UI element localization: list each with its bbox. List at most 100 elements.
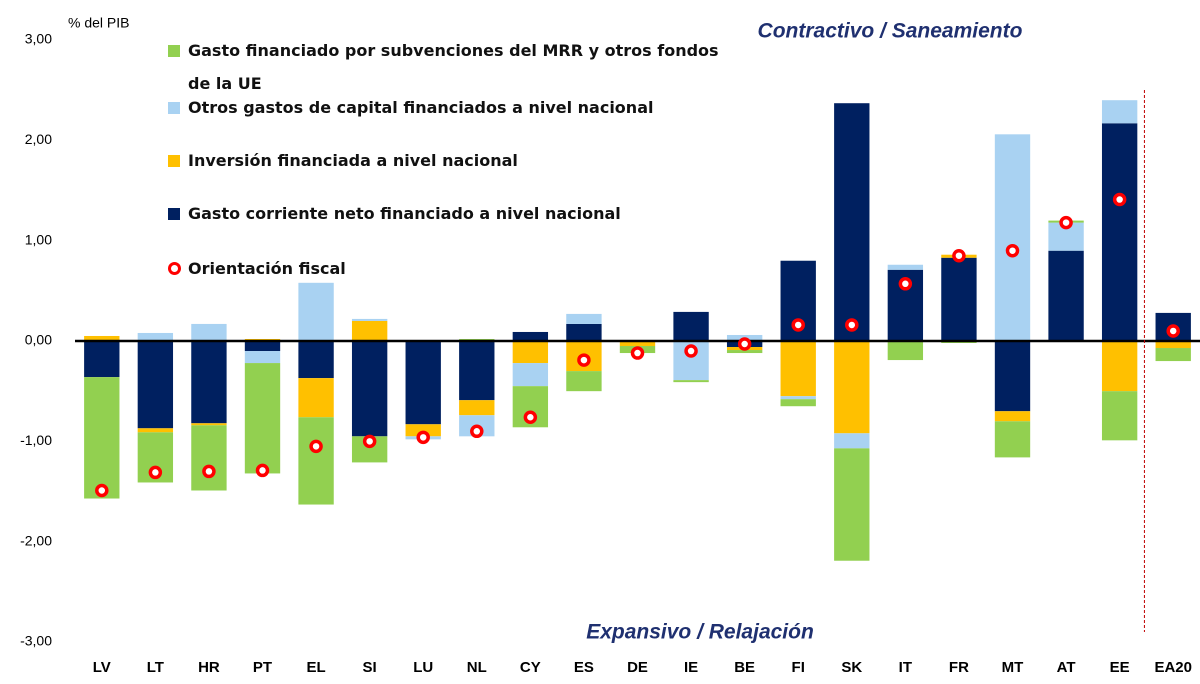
- annotation: Expansivo / Relajación: [586, 621, 814, 644]
- point: [898, 277, 913, 291]
- y-tick-label: -2,00: [20, 532, 52, 548]
- x-tick-label: HR: [198, 659, 220, 676]
- bar-segment: [1155, 348, 1191, 362]
- x-tick-label: AT: [1057, 659, 1076, 676]
- bar-segment: [887, 341, 924, 361]
- legend-label: Orientación fiscal: [188, 259, 346, 278]
- point: [470, 424, 484, 439]
- bar-segment: [780, 341, 816, 397]
- legend-label: Gasto corriente neto financiado a nivel …: [188, 204, 621, 223]
- y-tick-label: 3,00: [25, 31, 52, 47]
- legend-marker: [168, 208, 180, 220]
- point: [362, 434, 377, 449]
- y-tick-label: 2,00: [25, 131, 52, 147]
- bar-segment: [244, 341, 281, 352]
- y-tick-label: 0,00: [25, 332, 52, 348]
- bar-segment: [1048, 250, 1084, 341]
- bar-segment: [459, 341, 495, 401]
- point: [630, 346, 645, 360]
- bar-segment: [298, 282, 334, 341]
- x-tick-label: LT: [147, 659, 164, 676]
- x-tick-label: SK: [841, 659, 862, 676]
- point: [1166, 324, 1180, 338]
- bar-segment: [405, 341, 441, 425]
- bar-segment: [1155, 341, 1191, 349]
- x-tick-label: EA20: [1154, 659, 1192, 676]
- point: [952, 248, 966, 263]
- point: [845, 318, 859, 332]
- x-tick-label: FR: [949, 659, 969, 676]
- legend-entry: Orientación fiscal: [168, 252, 728, 285]
- bar-segment: [566, 371, 602, 392]
- y-tick-label: -1,00: [20, 432, 52, 448]
- bar-segment: [566, 313, 602, 324]
- point: [737, 337, 752, 351]
- bar-segment: [1101, 391, 1138, 441]
- bar-segment: [137, 428, 174, 433]
- bar-segment: [834, 448, 870, 561]
- legend-marker: [168, 262, 181, 275]
- bar-segment: [994, 421, 1031, 458]
- point: [95, 483, 109, 498]
- bar-segment: [351, 341, 388, 437]
- bar-segment: [512, 331, 549, 341]
- bar-segment: [84, 335, 120, 341]
- bar-segment: [994, 341, 1031, 412]
- bar-segment: [726, 350, 763, 354]
- bar-segment: [994, 411, 1031, 422]
- point: [416, 430, 430, 445]
- bar-segment: [673, 380, 709, 383]
- bar-segment: [673, 311, 709, 341]
- bar-segment: [191, 341, 227, 424]
- x-tick-label: ES: [574, 659, 594, 676]
- legend-marker: [168, 45, 180, 57]
- point: [255, 463, 270, 478]
- bar-segment: [994, 134, 1031, 341]
- bar-segment: [298, 417, 334, 505]
- legend-entry: Gasto corriente neto financiado a nivel …: [168, 197, 728, 230]
- bar-segment: [512, 363, 549, 387]
- bar-segment: [244, 363, 281, 474]
- bar-segment: [351, 320, 388, 341]
- x-tick-label: LV: [93, 659, 111, 676]
- x-tick-label: FI: [792, 659, 805, 676]
- y-axis-label: % del PIB: [68, 15, 129, 31]
- point: [684, 344, 698, 358]
- x-tick-label: MT: [1002, 659, 1024, 676]
- bar-segment: [1101, 341, 1138, 392]
- bar-segment: [619, 341, 656, 347]
- x-tick-label: DE: [627, 659, 648, 676]
- point: [523, 410, 538, 425]
- point: [1059, 215, 1073, 230]
- bar-segment: [298, 378, 334, 418]
- bar-segment: [405, 424, 441, 437]
- point: [1005, 243, 1020, 258]
- legend-label: Otros gastos de capital financiados a ni…: [188, 98, 654, 117]
- x-tick-label: CY: [520, 659, 541, 676]
- point: [309, 439, 323, 454]
- x-tick-label: EE: [1110, 659, 1130, 676]
- bar-segment: [834, 103, 870, 342]
- x-tick-label: LU: [413, 659, 433, 676]
- legend-marker: [168, 102, 180, 114]
- x-tick-label: EL: [306, 659, 325, 676]
- legend-entry: Otros gastos de capital financiados a ni…: [168, 91, 728, 124]
- bar-segment: [834, 341, 870, 434]
- bar-segment: [1101, 100, 1138, 124]
- bar-segment: [137, 341, 174, 429]
- legend-marker: [168, 155, 180, 167]
- x-tick-label: NL: [467, 659, 487, 676]
- point: [202, 464, 216, 479]
- legend-entry: Inversión financiada a nivel nacional: [168, 144, 728, 177]
- bar-segment: [780, 396, 816, 400]
- annotation: Contractivo / Saneamiento: [758, 20, 1023, 43]
- x-tick-label: IE: [684, 659, 698, 676]
- bar-segment: [351, 318, 388, 321]
- legend-entry: Gasto financiado por subvenciones del MR…: [168, 34, 728, 100]
- bar-segment: [780, 399, 816, 407]
- bar-segment: [191, 425, 227, 491]
- bar-segment: [84, 377, 120, 499]
- point: [791, 318, 805, 332]
- point: [148, 465, 163, 480]
